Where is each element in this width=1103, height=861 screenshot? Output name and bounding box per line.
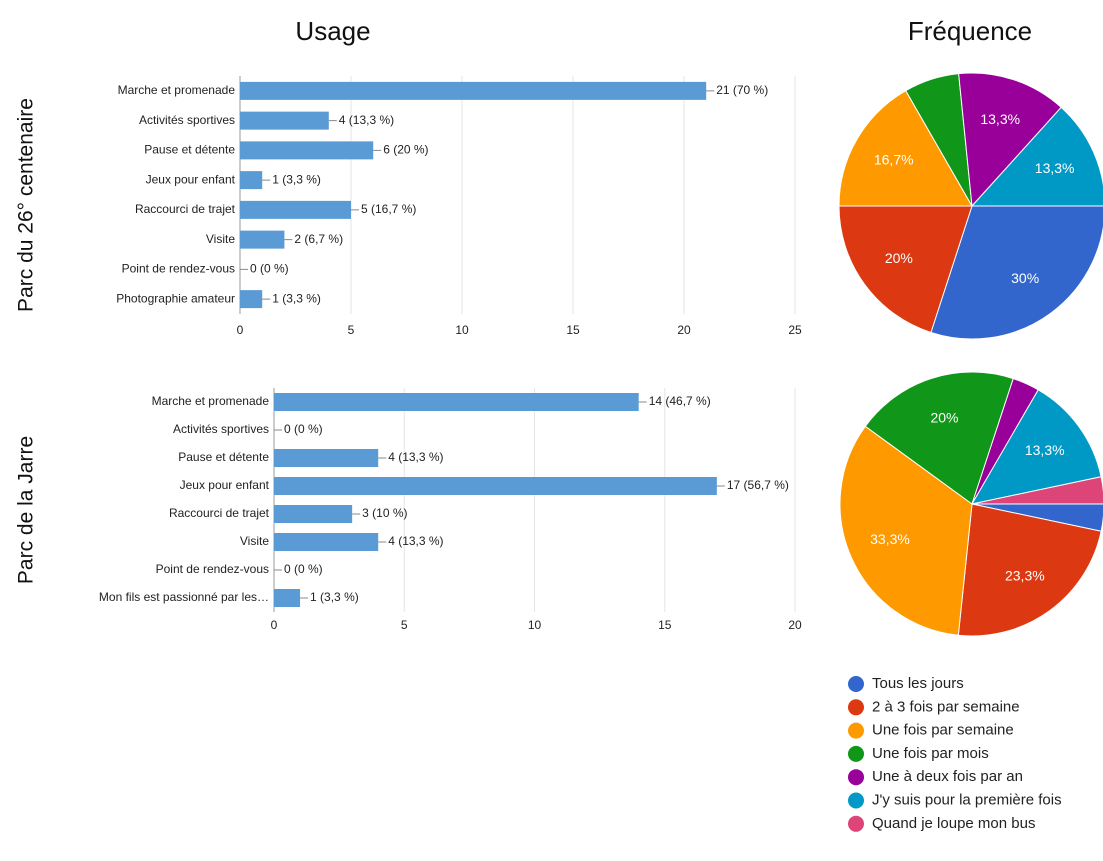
bar [240, 200, 351, 219]
data-label: 14 (46,7 %) [649, 394, 711, 408]
data-label: 0 (0 %) [250, 262, 289, 276]
legend-swatch [848, 745, 864, 762]
pie-slice [971, 389, 1102, 505]
data-label: 2 (6,7 %) [294, 232, 343, 246]
bar [274, 449, 379, 467]
data-label: 4 (13,3 %) [339, 113, 394, 127]
data-label: 3 (10 %) [362, 506, 407, 520]
y-tick-label: Activités sportives [139, 113, 235, 127]
bar [240, 171, 263, 190]
x-tick-label: 25 [788, 323, 802, 337]
x-tick-label: 0 [271, 618, 278, 632]
legend-label: Une à deux fois par an [872, 768, 1023, 785]
data-label: 21 (70 %) [716, 83, 768, 97]
y-tick-label: Marche et promenade [152, 394, 270, 408]
pie-slice [971, 476, 1103, 505]
legend-label: Une fois par mois [872, 745, 989, 762]
y-tick-label: Visite [206, 232, 235, 246]
legend-swatch [848, 769, 864, 786]
slice-label: 13,3% [980, 111, 1020, 127]
pie-slice [970, 106, 1103, 207]
y-tick-label: Visite [240, 534, 269, 548]
row-title: Parc du 26° centenaire [15, 98, 38, 312]
data-label: 1 (3,3 %) [310, 590, 359, 604]
bar [240, 290, 263, 309]
y-tick-label: Activités sportives [173, 422, 269, 436]
pie-slice [864, 371, 1014, 505]
pie-slice [957, 503, 1102, 637]
legend-label: Une fois par semaine [872, 722, 1014, 739]
slice-label: 20% [930, 409, 958, 425]
bar [240, 81, 707, 100]
y-tick-label: Marche et promenade [118, 83, 236, 97]
x-tick-label: 5 [348, 323, 355, 337]
y-tick-label: Raccourci de trajet [135, 202, 236, 216]
bar [274, 505, 353, 523]
pie-slice [958, 72, 1062, 208]
y-tick-label: Point de rendez-vous [156, 562, 269, 576]
legend-swatch [848, 815, 864, 832]
y-tick-label: Jeux pour enfant [180, 478, 270, 492]
slice-label: 23,3% [1005, 567, 1045, 583]
x-tick-label: 10 [455, 323, 469, 337]
row-title: Parc de la Jarre [15, 436, 38, 584]
data-label: 1 (3,3 %) [272, 291, 321, 305]
data-label: 0 (0 %) [284, 562, 323, 576]
x-tick-label: 0 [237, 323, 244, 337]
bar [274, 393, 639, 411]
data-label: 6 (20 %) [383, 143, 428, 157]
bar [240, 111, 329, 130]
y-tick-label: Point de rendez-vous [122, 262, 235, 276]
pie-slice [838, 89, 973, 207]
slice-label: 33,3% [870, 531, 910, 547]
y-tick-label: Photographie amateur [116, 291, 235, 305]
pie-slice [839, 425, 973, 636]
legend-swatch [848, 699, 864, 716]
slice-label: 16,7% [874, 151, 914, 167]
y-tick-label: Mon fils est passionné par les… [99, 590, 269, 604]
bar [274, 589, 301, 607]
column-title: Usage [295, 16, 370, 46]
legend-swatch [848, 722, 864, 739]
x-tick-label: 5 [401, 618, 408, 632]
slice-label: 30% [1011, 270, 1039, 286]
data-label: 1 (3,3 %) [272, 172, 321, 186]
x-tick-label: 10 [528, 618, 542, 632]
x-tick-label: 20 [788, 618, 802, 632]
slice-label: 13,3% [1025, 442, 1065, 458]
pie-slice [838, 205, 973, 334]
x-tick-label: 20 [677, 323, 691, 337]
slice-label: 13,3% [1035, 160, 1075, 176]
legend-label: 2 à 3 fois par semaine [872, 698, 1020, 715]
bar [240, 230, 285, 249]
data-label: 17 (56,7 %) [727, 478, 789, 492]
bar [274, 477, 717, 495]
data-label: 5 (16,7 %) [361, 202, 416, 216]
data-label: 4 (13,3 %) [388, 534, 443, 548]
x-tick-label: 15 [566, 323, 580, 337]
legend-label: J'y suis pour la première fois [872, 791, 1062, 808]
legend-swatch [848, 676, 864, 692]
data-label: 4 (13,3 %) [388, 450, 443, 464]
y-tick-label: Pause et détente [144, 143, 235, 157]
legend-label: Quand je loupe mon bus [872, 815, 1035, 832]
bar [274, 533, 379, 551]
legend-label: Tous les jours [872, 675, 964, 692]
slice-label: 20% [885, 250, 913, 266]
y-tick-label: Pause et détente [178, 450, 269, 464]
legend-swatch [848, 792, 864, 809]
y-tick-label: Raccourci de trajet [169, 506, 270, 520]
pie-slice [930, 205, 1103, 340]
y-tick-label: Jeux pour enfant [146, 172, 236, 186]
data-label: 0 (0 %) [284, 422, 323, 436]
column-title: Fréquence [908, 16, 1032, 46]
bar [240, 141, 374, 160]
x-tick-label: 15 [658, 618, 672, 632]
